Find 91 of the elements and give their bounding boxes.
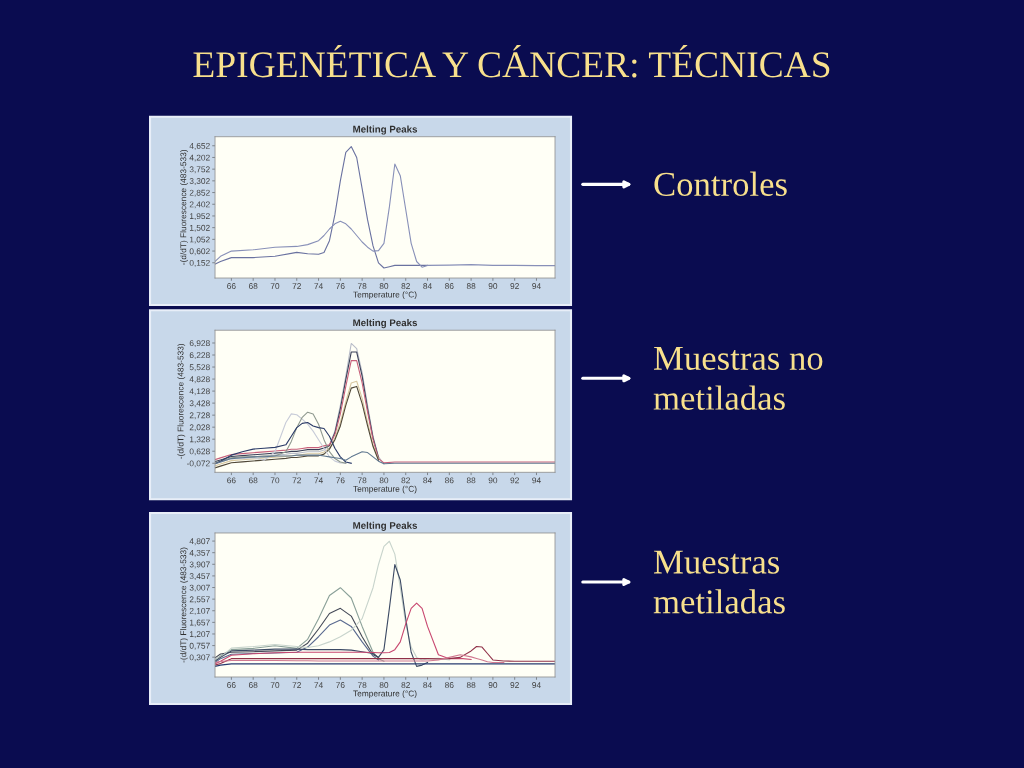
x-tick-label: 68	[248, 477, 258, 484]
x-tick-label: 66	[227, 283, 236, 289]
x-tick-label: 70	[270, 477, 280, 484]
y-tick-label: 4,652	[189, 142, 210, 150]
x-tick-label: 90	[488, 477, 498, 484]
y-tick-label: 2,402	[189, 201, 210, 209]
x-tick-label: 68	[248, 283, 258, 289]
x-tick-label: 90	[488, 682, 498, 688]
y-tick-label: 2,107	[189, 607, 210, 615]
y-tick-label: 1,502	[189, 224, 210, 232]
x-axis-title: Temperature (°C)	[353, 485, 417, 494]
y-tick-label: 3,752	[189, 166, 210, 174]
y-tick-label: 0,152	[189, 259, 210, 267]
y-tick-label: 1,207	[189, 631, 210, 639]
x-tick-label: 74	[314, 477, 323, 484]
x-tick-label: 84	[423, 477, 432, 484]
x-tick-label: 88	[466, 682, 476, 688]
y-tick-label: 4,202	[189, 154, 210, 162]
y-axis-title: -(d/dT) Fluorescence (483-533)	[180, 547, 188, 663]
y-tick-label: 3,007	[189, 584, 210, 592]
x-tick-label: 68	[248, 682, 258, 688]
y-axis-title: -(d/dT) Fluorescence (483-533)	[177, 343, 186, 459]
x-tick-label: 78	[357, 283, 367, 289]
x-tick-label: 70	[270, 283, 280, 289]
y-tick-label: 3,907	[189, 561, 210, 569]
y-tick-label: 4,128	[189, 388, 210, 396]
y-tick-label: 2,557	[189, 596, 210, 604]
y-tick-label: 3,428	[189, 400, 210, 408]
y-tick-label: 0,602	[189, 248, 210, 256]
x-tick-label: 94	[532, 477, 541, 484]
x-tick-label: 88	[466, 477, 476, 484]
y-tick-label: 1,657	[189, 619, 210, 627]
x-tick-label: 72	[292, 682, 301, 688]
x-tick-label: 78	[357, 477, 367, 484]
x-tick-label: 70	[270, 682, 280, 688]
y-tick-label: 4,807	[189, 538, 210, 546]
y-tick-label: 1,328	[189, 436, 210, 444]
x-tick-label: 92	[510, 682, 519, 688]
x-axis-title: Temperature (°C)	[353, 291, 417, 300]
x-tick-label: 80	[379, 283, 389, 289]
x-tick-label: 76	[336, 682, 345, 688]
text: EPIGENÉTICA Y CÁNCER: TÉCNICAS	[193, 44, 830, 78]
y-tick-label: 0,307	[189, 654, 210, 662]
x-tick-label: 74	[314, 283, 323, 289]
chart-title: Melting Peaks	[353, 521, 418, 531]
x-tick-label: 84	[423, 283, 432, 289]
y-tick-label: 2,728	[189, 412, 210, 420]
y-tick-label: 4,828	[189, 376, 210, 384]
x-tick-label: 76	[336, 283, 345, 289]
y-tick-label: -0,072	[186, 460, 210, 468]
x-tick-label: 92	[510, 477, 519, 484]
x-tick-label: 74	[314, 682, 323, 688]
y-tick-label: 6,228	[189, 352, 210, 360]
x-tick-label: 82	[401, 283, 410, 289]
text: Controles	[654, 171, 787, 197]
text: Muestras metiladas	[653, 550, 785, 614]
y-tick-label: 3,302	[189, 178, 210, 185]
x-tick-label: 66	[227, 682, 236, 688]
y-tick-label: 4,357	[189, 549, 210, 557]
y-tick-label: 6,928	[189, 340, 210, 348]
x-tick-label: 72	[292, 283, 301, 289]
x-tick-label: 88	[466, 283, 476, 289]
y-tick-label: 3,457	[189, 573, 210, 580]
x-tick-label: 80	[379, 477, 389, 484]
y-tick-label: 1,952	[189, 213, 210, 221]
x-tick-label: 66	[227, 477, 236, 484]
x-tick-label: 80	[379, 682, 389, 688]
x-tick-label: 84	[423, 682, 432, 688]
x-tick-label: 76	[336, 477, 345, 484]
x-tick-label: 90	[488, 283, 498, 289]
x-tick-label: 92	[510, 283, 519, 289]
y-tick-label: 1,052	[189, 236, 210, 244]
x-tick-label: 82	[401, 682, 410, 688]
x-tick-label: 82	[401, 477, 410, 484]
y-tick-label: 0,757	[189, 642, 210, 650]
y-axis-title: -(d/dT) Fluorescence (483-533)	[180, 149, 188, 265]
x-tick-label: 94	[532, 682, 541, 688]
y-tick-label: 5,528	[189, 364, 210, 372]
x-tick-label: 94	[532, 283, 541, 289]
x-tick-label: 86	[445, 682, 454, 688]
x-tick-label: 72	[292, 477, 301, 484]
y-tick-label: 2,028	[189, 424, 210, 432]
y-tick-label: 2,852	[189, 189, 210, 197]
x-axis-title: Temperature (°C)	[353, 690, 417, 699]
x-tick-label: 78	[357, 682, 367, 688]
chart-title: Melting Peaks	[353, 319, 418, 329]
text: Muestras no metiladas	[653, 346, 823, 410]
x-tick-label: 86	[445, 477, 454, 484]
y-tick-label: 0,628	[189, 448, 210, 456]
x-tick-label: 86	[445, 283, 454, 289]
chart-title: Melting Peaks	[353, 125, 418, 135]
